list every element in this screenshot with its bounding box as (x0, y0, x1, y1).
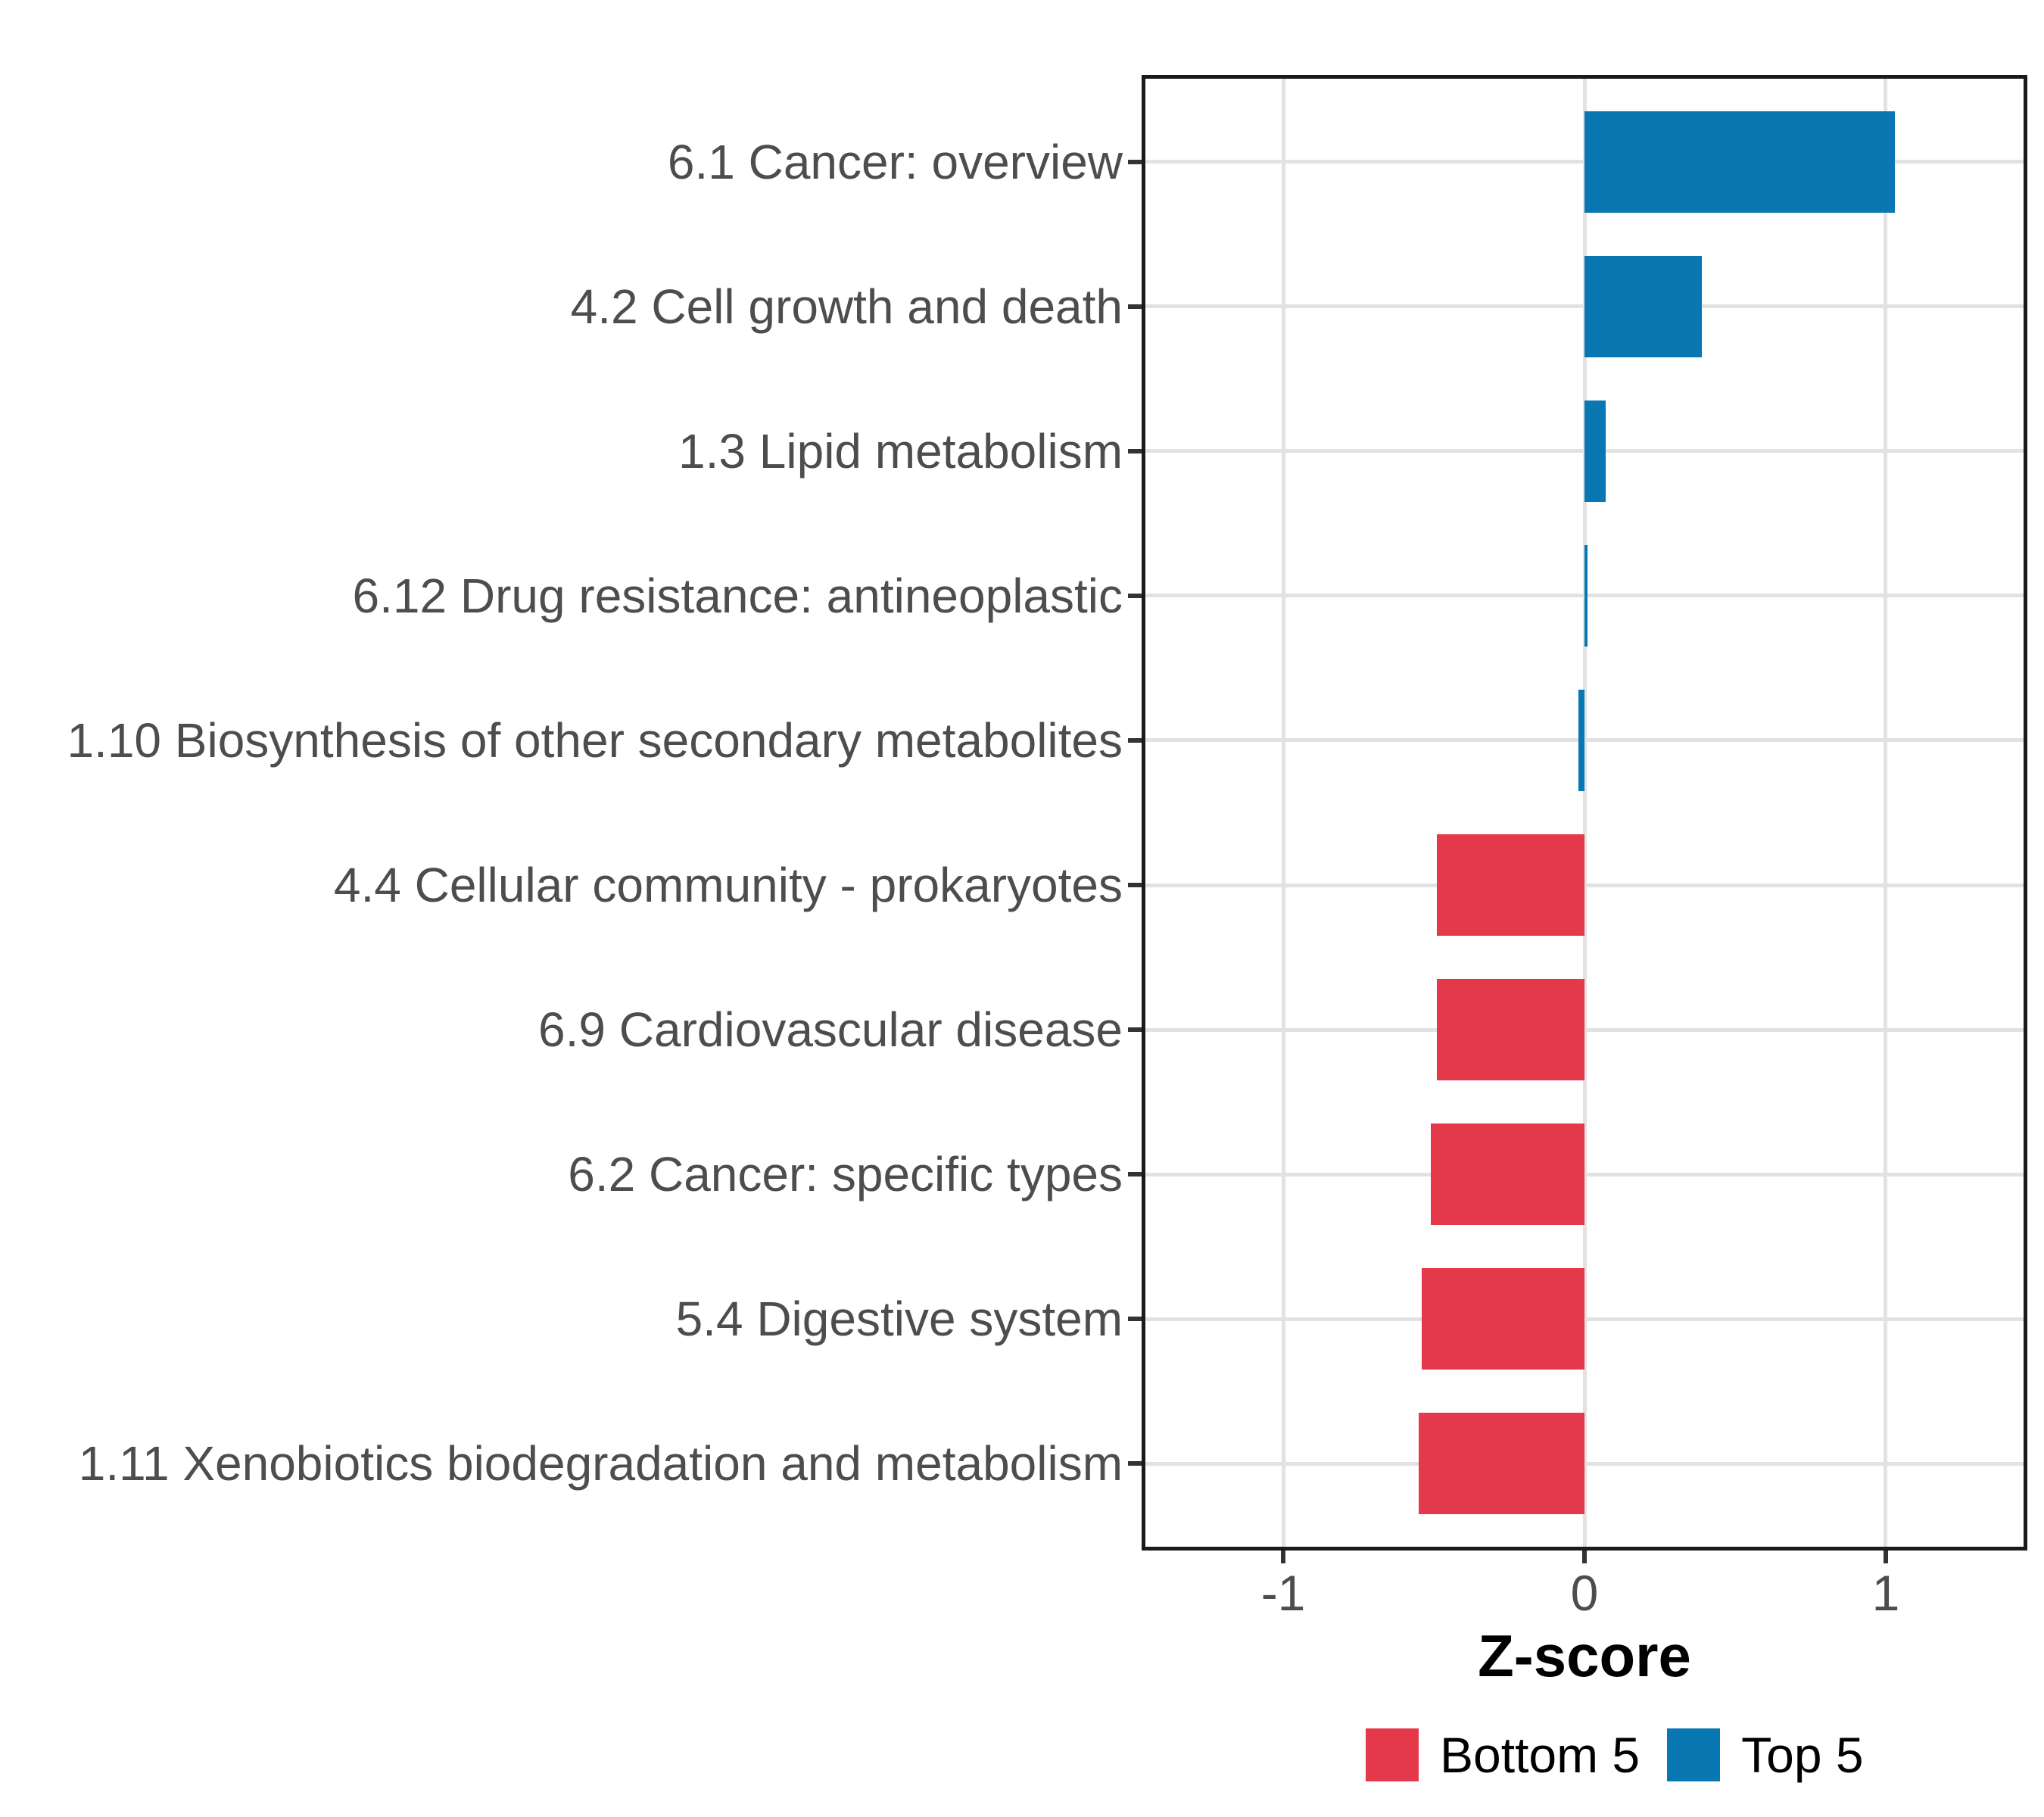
gridline-vertical (1582, 75, 1587, 1551)
bar (1584, 255, 1703, 357)
y-axis-label: 1.3 Lipid metabolism (678, 423, 1123, 478)
legend: Bottom 5 Top 5 (1366, 1728, 1891, 1781)
y-axis-tick (1128, 1027, 1142, 1033)
bar (1437, 834, 1584, 937)
gridline-horizontal (1142, 1317, 2027, 1321)
y-axis-label: 6.1 Cancer: overview (667, 134, 1123, 189)
y-axis-tick (1128, 448, 1142, 453)
x-axis-title: Z-score (1478, 1622, 1691, 1689)
bar (1437, 979, 1584, 1081)
gridline-horizontal (1142, 1027, 2027, 1032)
y-axis-label: 1.11 Xenobiotics biodegradation and meta… (78, 1436, 1123, 1491)
gridline-vertical (1281, 75, 1285, 1551)
x-axis-tick-label: 1 (1871, 1565, 1900, 1621)
legend-label: Bottom 5 (1440, 1727, 1640, 1783)
gridline-horizontal (1142, 738, 2027, 743)
y-axis-label: 4.4 Cellular community - prokaryotes (333, 858, 1123, 913)
y-axis-tick (1128, 737, 1142, 743)
y-axis-label: 1.10 Biosynthesis of other secondary met… (67, 712, 1123, 768)
x-axis-tick (1281, 1551, 1286, 1563)
y-axis-tick (1128, 304, 1142, 309)
bar (1578, 689, 1584, 791)
bar (1584, 400, 1606, 502)
y-axis-label: 4.2 Cell growth and death (570, 279, 1123, 334)
bar (1584, 544, 1588, 647)
y-axis-tick (1128, 1172, 1142, 1177)
gridline-horizontal (1142, 1172, 2027, 1177)
bar (1431, 1124, 1584, 1226)
y-axis-tick (1128, 593, 1142, 598)
y-axis-tick (1128, 883, 1142, 888)
y-axis-tick (1128, 1317, 1142, 1322)
y-axis-tick (1128, 159, 1142, 164)
gridline-vertical (1884, 75, 1888, 1551)
y-axis-label: 5.4 Digestive system (675, 1292, 1123, 1347)
plot-panel (1142, 75, 2027, 1551)
y-axis-label: 6.9 Cardiovascular disease (538, 1002, 1123, 1058)
legend-swatch (1366, 1728, 1419, 1781)
x-axis-tick-label: 0 (1570, 1565, 1599, 1621)
x-axis-tick-label: -1 (1260, 1565, 1306, 1621)
bar (1584, 111, 1895, 213)
gridline-horizontal (1142, 883, 2027, 887)
bar (1419, 1413, 1584, 1515)
bar (1422, 1268, 1584, 1370)
legend-swatch (1667, 1728, 1721, 1781)
x-axis-tick (1582, 1551, 1587, 1563)
y-axis-label: 6.12 Drug resistance: antineoplastic (352, 568, 1123, 623)
x-axis-tick (1883, 1551, 1888, 1563)
gridline-horizontal (1142, 1461, 2027, 1466)
y-axis-label: 6.2 Cancer: specific types (568, 1147, 1123, 1202)
y-axis-tick (1128, 1461, 1142, 1466)
legend-label: Top 5 (1741, 1727, 1864, 1783)
